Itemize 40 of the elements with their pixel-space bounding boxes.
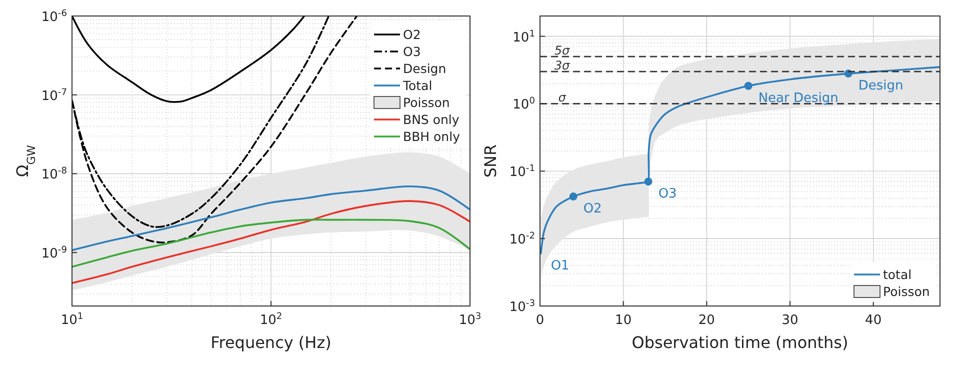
ref-line-label: σ [558,90,566,105]
point [644,178,652,186]
ref-line-label: 3σ [554,58,570,73]
x-tick-label: 30 [782,313,798,328]
x-tick-label: 10$^{3}$ [458,312,482,328]
x-tick-label: 0 [536,313,544,328]
ref-line-label: 5σ [554,44,570,58]
y-axis-title: SNR [481,144,500,178]
x-tick-label: 40 [865,313,882,328]
annotation: Near Design [758,90,838,106]
y-tick-label: 10$^{1}$ [512,29,535,46]
point [744,82,752,90]
point [569,192,578,201]
legend-label: Total [402,78,432,93]
y-tick-label: 10$^{-6}$ [41,9,68,25]
legend-label: BNS only [403,112,460,127]
legend-label: Design [403,61,446,76]
legend-label: O2 [403,27,421,42]
annotation: O2 [583,201,602,216]
y-tick-label: 10$^{-2}$ [509,232,535,248]
y-tick-label: 10$^{-9}$ [41,246,68,262]
y-tick-label: 10$^{-3}$ [509,299,536,315]
annotation: O1 [550,258,570,274]
y-tick-label: 10$^{-7}$ [41,88,68,104]
y-tick-label: 10$^{0}$ [512,96,536,113]
y-tick-label: 10$^{-8}$ [41,166,68,183]
x-axis-title: Observation time (months) [632,333,848,352]
x-axis-title: Frequency (Hz) [210,333,332,352]
legend-label: Poisson [403,95,450,110]
annotation: Design [858,78,904,94]
legend-label: O3 [403,44,421,59]
x-tick-label: 10 [615,313,632,328]
x-tick-label: 20 [698,313,715,328]
annotation: O3 [658,186,677,202]
legend-label: Poisson [883,284,930,299]
x-tick-label: 10$^{1}$ [60,312,84,328]
x-tick-label: 10$^{2}$ [260,312,282,328]
y-tick-label: 10$^{-1}$ [509,164,535,180]
legend-label: total [883,267,912,282]
legend-label: BBH only [403,129,461,144]
